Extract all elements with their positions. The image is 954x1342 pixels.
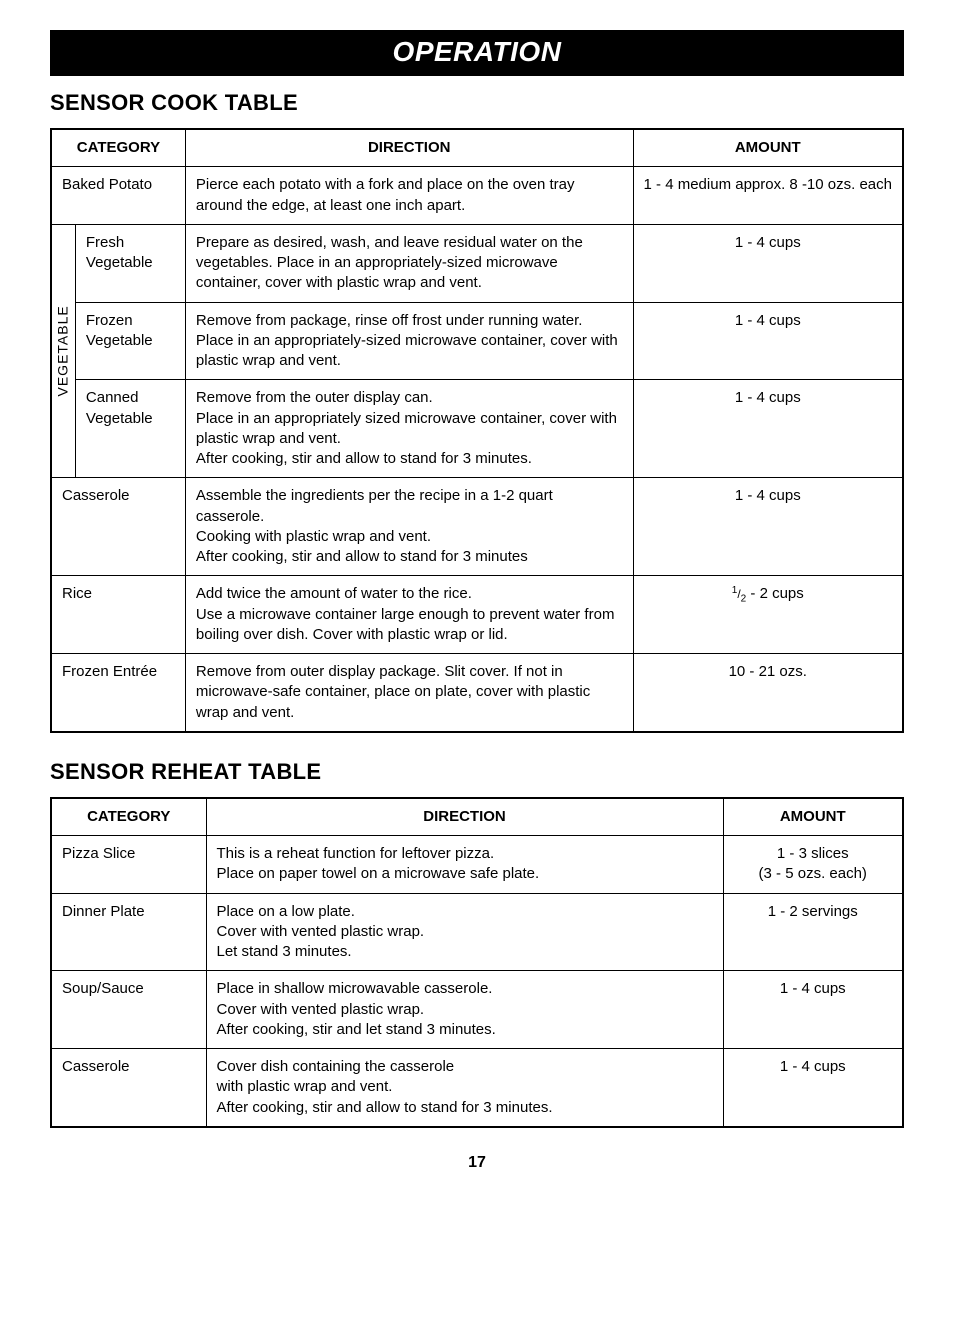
direction-line: Cooking with plastic wrap and vent.: [196, 528, 431, 545]
direction-cell: Assemble the ingredients per the recipe …: [185, 478, 633, 576]
direction-cell: Prepare as desired, wash, and leave resi…: [185, 224, 633, 302]
amount-cell: 1 - 4 cups: [723, 971, 903, 1049]
amount-suffix: - 2 cups: [746, 585, 804, 602]
category-cell: Baked Potato: [51, 167, 185, 225]
table-row: Canned Vegetable Remove from the outer d…: [51, 380, 903, 478]
category-cell: Casserole: [51, 1049, 206, 1127]
category-cell: Rice: [51, 576, 185, 654]
direction-line: Place on a low plate.: [217, 903, 355, 920]
direction-line: Remove from the outer display can.: [196, 389, 433, 406]
reheat-table-heading: SENSOR REHEAT TABLE: [50, 759, 904, 785]
direction-cell: Remove from outer display package. Slit …: [185, 654, 633, 732]
amount-line: 1 - 3 slices: [777, 845, 849, 862]
sensor-cook-table: CATEGORY DIRECTION AMOUNT Baked Potato P…: [50, 128, 904, 733]
direction-cell: This is a reheat function for leftover p…: [206, 836, 723, 894]
table-row: Dinner Plate Place on a low plate. Cover…: [51, 893, 903, 971]
amount-cell: 1 - 4 cups: [633, 478, 903, 576]
table-row: VEGETABLE Fresh Vegetable Prepare as des…: [51, 224, 903, 302]
page-banner: OPERATION: [50, 30, 904, 76]
header-amount: AMOUNT: [723, 798, 903, 836]
header-category: CATEGORY: [51, 798, 206, 836]
table-row: Soup/Sauce Place in shallow microwavable…: [51, 971, 903, 1049]
direction-line: Place in an appropriately sized microwav…: [196, 410, 617, 447]
table-row: Pizza Slice This is a reheat function fo…: [51, 836, 903, 894]
direction-line: After cooking, stir and allow to stand f…: [196, 450, 532, 467]
header-amount: AMOUNT: [633, 129, 903, 167]
category-cell: Frozen Vegetable: [75, 302, 185, 380]
table-row: Frozen Vegetable Remove from package, ri…: [51, 302, 903, 380]
amount-cell: 1 - 4 cups: [723, 1049, 903, 1127]
sensor-reheat-table: CATEGORY DIRECTION AMOUNT Pizza Slice Th…: [50, 797, 904, 1128]
category-cell: Canned Vegetable: [75, 380, 185, 478]
direction-cell: Cover dish containing the casserole with…: [206, 1049, 723, 1127]
category-cell: Casserole: [51, 478, 185, 576]
direction-line: Place on paper towel on a microwave safe…: [217, 865, 540, 882]
table-row: Casserole Assemble the ingredients per t…: [51, 478, 903, 576]
page-number: 17: [50, 1154, 904, 1172]
cook-table-heading: SENSOR COOK TABLE: [50, 90, 904, 116]
direction-line: Let stand 3 minutes.: [217, 943, 352, 960]
direction-cell: Place on a low plate. Cover with vented …: [206, 893, 723, 971]
direction-line: Assemble the ingredients per the recipe …: [196, 487, 553, 524]
direction-line: After cooking, stir and allow to stand f…: [217, 1099, 553, 1116]
category-cell: Fresh Vegetable: [75, 224, 185, 302]
amount-line: (3 - 5 ozs. each): [759, 865, 867, 882]
category-cell: Soup/Sauce: [51, 971, 206, 1049]
table-row: Baked Potato Pierce each potato with a f…: [51, 167, 903, 225]
amount-cell: 1 - 4 medium approx. 8 -10 ozs. each: [633, 167, 903, 225]
direction-line: This is a reheat function for leftover p…: [217, 845, 495, 862]
amount-cell: 1/2 - 2 cups: [633, 576, 903, 654]
direction-line: After cooking, stir and let stand 3 minu…: [217, 1021, 496, 1038]
category-cell: Dinner Plate: [51, 893, 206, 971]
header-direction: DIRECTION: [206, 798, 723, 836]
direction-cell: Remove from the outer display can. Place…: [185, 380, 633, 478]
direction-line: Cover with vented plastic wrap.: [217, 1001, 425, 1018]
header-category: CATEGORY: [51, 129, 185, 167]
direction-line: Add twice the amount of water to the ric…: [196, 585, 472, 602]
amount-cell: 1 - 4 cups: [633, 224, 903, 302]
amount-cell: 1 - 4 cups: [633, 302, 903, 380]
direction-line: Cover dish containing the casserole: [217, 1058, 455, 1075]
direction-line: Use a microwave container large enough t…: [196, 606, 615, 643]
table-row: Rice Add twice the amount of water to th…: [51, 576, 903, 654]
direction-cell: Add twice the amount of water to the ric…: [185, 576, 633, 654]
category-cell: Frozen Entrée: [51, 654, 185, 732]
direction-line: After cooking, stir and allow to stand f…: [196, 548, 528, 565]
direction-cell: Pierce each potato with a fork and place…: [185, 167, 633, 225]
direction-line: Cover with vented plastic wrap.: [217, 923, 425, 940]
table-row: Frozen Entrée Remove from outer display …: [51, 654, 903, 732]
table-header-row: CATEGORY DIRECTION AMOUNT: [51, 798, 903, 836]
table-row: Casserole Cover dish containing the cass…: [51, 1049, 903, 1127]
table-header-row: CATEGORY DIRECTION AMOUNT: [51, 129, 903, 167]
category-cell: Pizza Slice: [51, 836, 206, 894]
amount-cell: 1 - 4 cups: [633, 380, 903, 478]
direction-cell: Remove from package, rinse off frost und…: [185, 302, 633, 380]
direction-cell: Place in shallow microwavable casserole.…: [206, 971, 723, 1049]
direction-line: with plastic wrap and vent.: [217, 1078, 393, 1095]
amount-cell: 10 - 21 ozs.: [633, 654, 903, 732]
header-direction: DIRECTION: [185, 129, 633, 167]
amount-cell: 1 - 2 servings: [723, 893, 903, 971]
amount-cell: 1 - 3 slices (3 - 5 ozs. each): [723, 836, 903, 894]
vegetable-group-label: VEGETABLE: [51, 224, 75, 478]
direction-line: Place in shallow microwavable casserole.: [217, 980, 493, 997]
